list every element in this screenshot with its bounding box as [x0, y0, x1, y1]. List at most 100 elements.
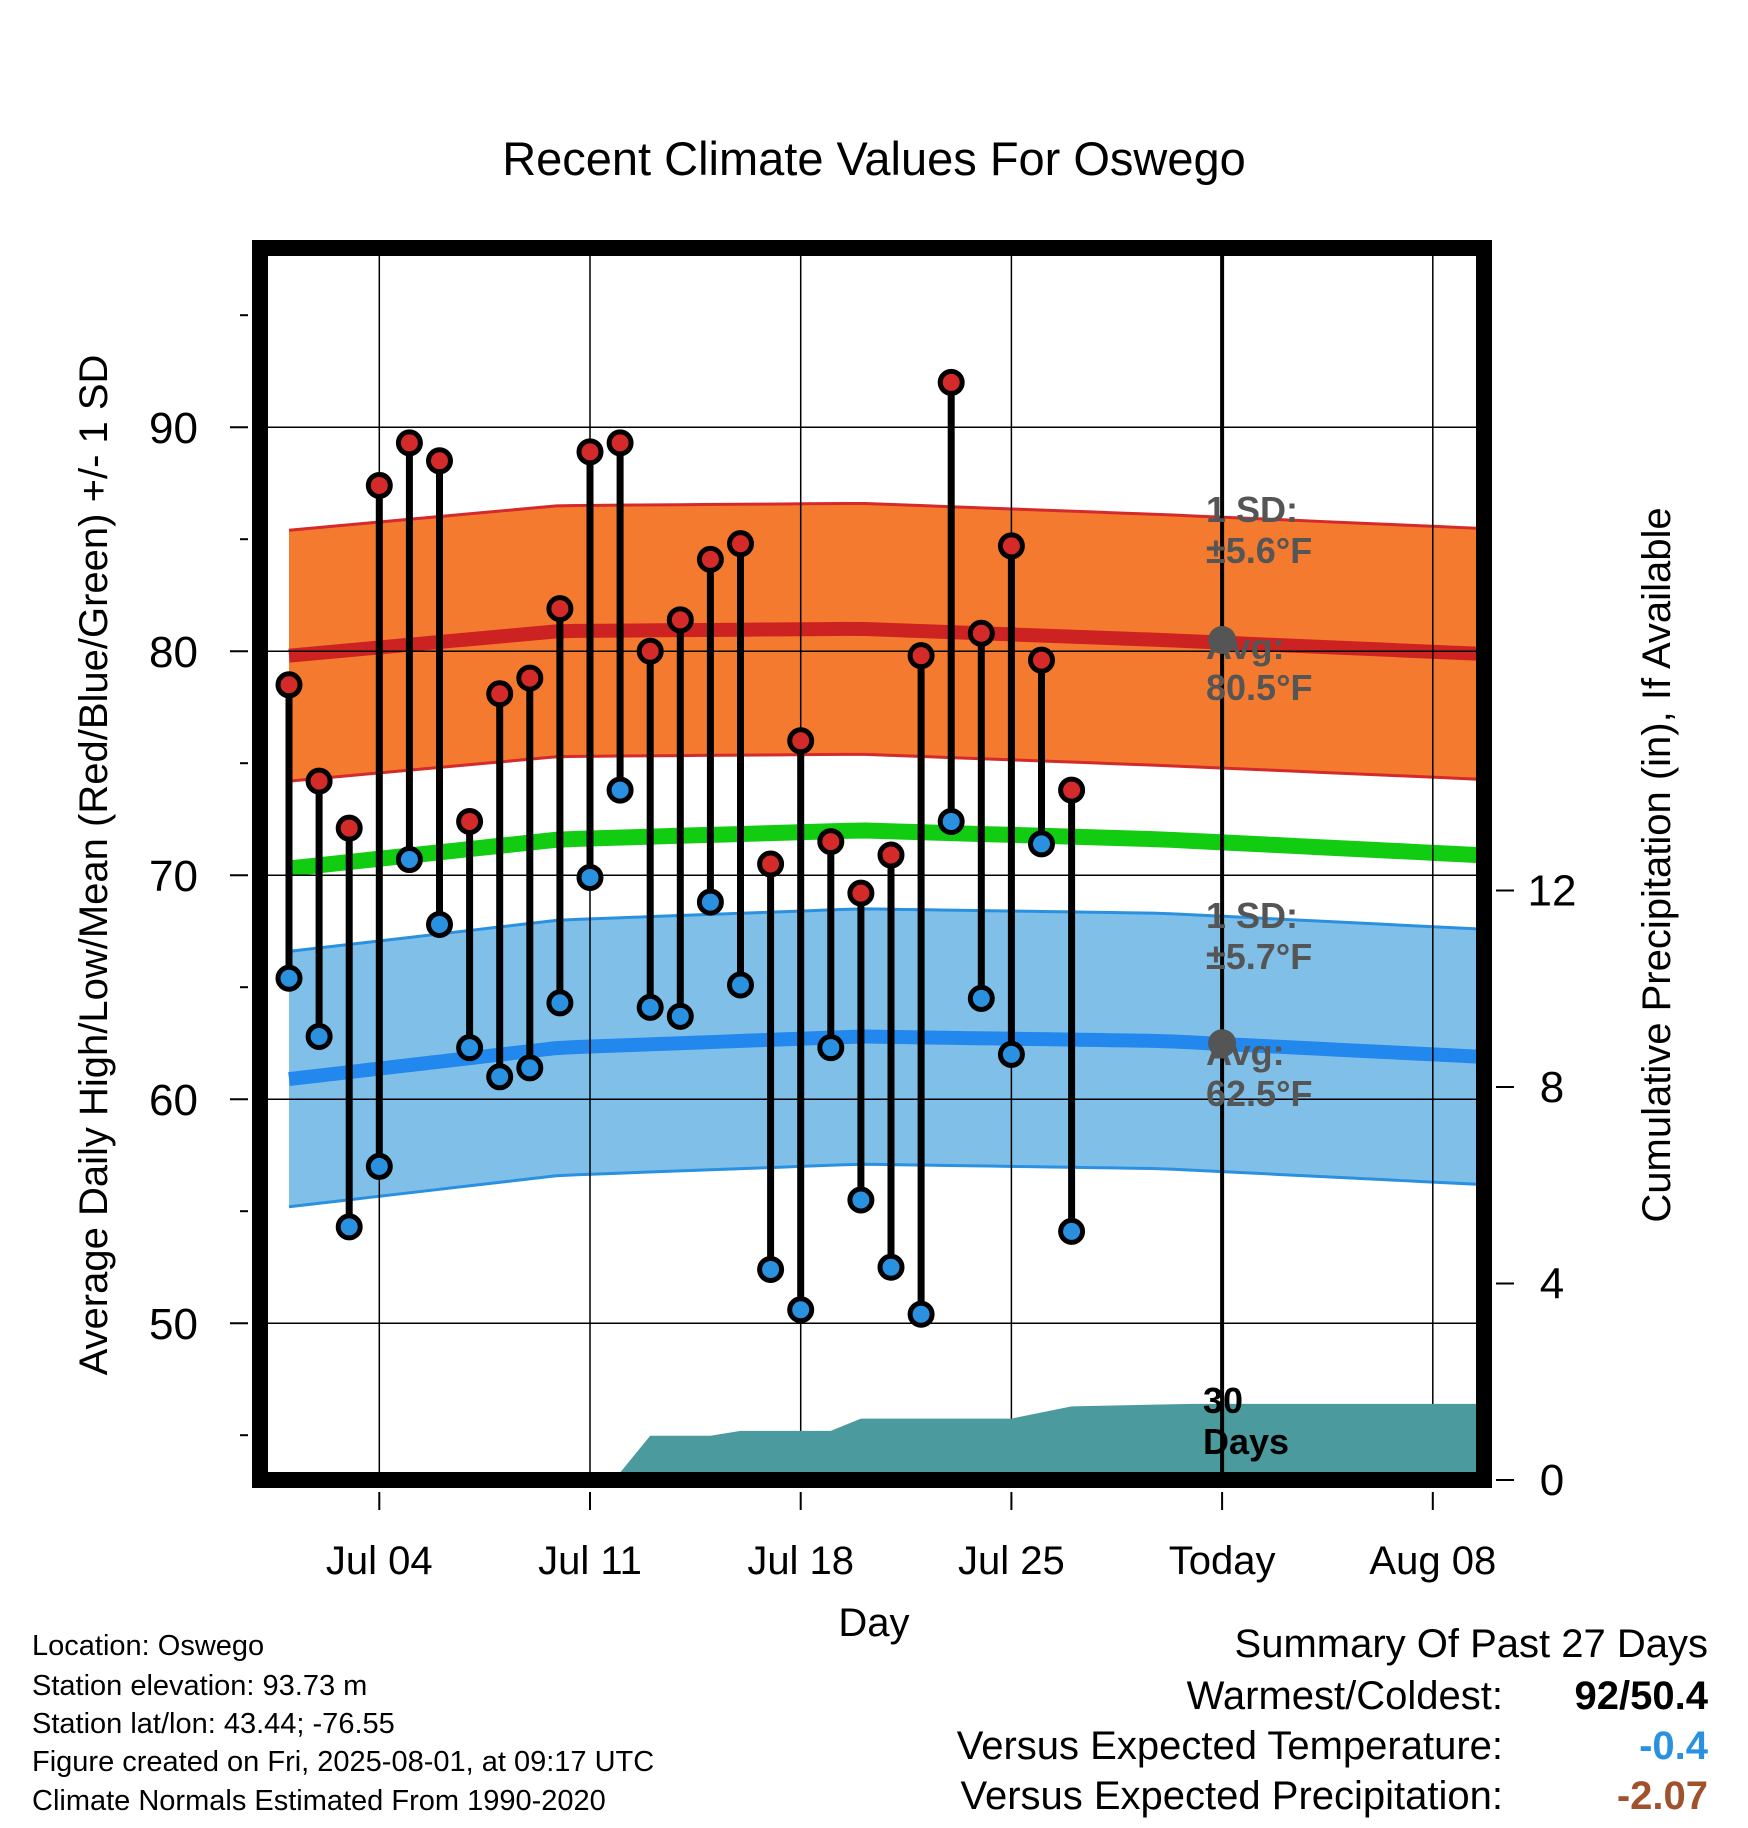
chart-title: Recent Climate Values For Oswego — [502, 132, 1246, 185]
daily-low-point — [335, 1213, 363, 1241]
warm-cold-value: 92/50.4 — [1574, 1674, 1708, 1718]
daily-high-point — [426, 447, 453, 475]
high-sd-band-lower-edge — [288, 752, 1484, 783]
high-sd-value: ±5.6°F — [1206, 530, 1312, 571]
today-high-avg-marker — [1208, 626, 1237, 654]
y2-tick-label: 8 — [1540, 1063, 1564, 1112]
daily-high-point — [395, 429, 423, 457]
daily-high-point — [305, 767, 333, 795]
daily-high-point — [757, 850, 785, 878]
daily-low-point — [1058, 1217, 1086, 1245]
daily-low-point — [395, 846, 423, 874]
high-avg-label: Avg: — [1206, 626, 1285, 667]
daily-low-point — [606, 776, 634, 804]
daily-high-point — [456, 807, 484, 835]
daily-low-point — [305, 1022, 333, 1050]
daily-high-point — [275, 671, 303, 699]
high-sd-band-upper-edge — [288, 501, 1484, 532]
y-tick-label: 90 — [149, 404, 198, 453]
daily-high-point — [997, 532, 1025, 560]
daily-low-point — [907, 1300, 935, 1328]
x-tick-label: Jul 18 — [747, 1539, 854, 1583]
y2-tick-label: 12 — [1528, 867, 1577, 916]
daily-low-point — [847, 1186, 875, 1214]
daily-high-point — [636, 637, 664, 665]
low-avg-label: Avg: — [1206, 1032, 1285, 1073]
low-sd-value: ±5.7°F — [1206, 936, 1312, 977]
daily-low-point — [997, 1040, 1025, 1068]
daily-low-point — [666, 1002, 694, 1030]
daily-low-point — [486, 1063, 514, 1091]
summary-temp: Versus Expected Temperature: -0.4 — [957, 1726, 1708, 1766]
daily-high-point — [1028, 646, 1055, 674]
daily-low-point — [937, 807, 965, 835]
y-axis-label: Average Daily High/Low/Mean (Red/Blue/Gr… — [72, 355, 116, 1376]
daily-low-point — [696, 888, 724, 916]
low-avg-value: 62.5°F — [1206, 1073, 1312, 1114]
summary-precip: Versus Expected Precipitation: -2.07 — [960, 1776, 1708, 1816]
daily-high-point — [335, 814, 363, 842]
x-tick-label: Jul 11 — [538, 1539, 642, 1583]
daily-low-point — [546, 989, 574, 1017]
precip-label: Versus Expected Precipitation: — [960, 1774, 1503, 1818]
daily-high-point — [606, 429, 634, 457]
temp-value: -0.4 — [1639, 1724, 1708, 1768]
precip-value: -2.07 — [1616, 1774, 1708, 1818]
x-axis-label: Day — [838, 1601, 909, 1645]
x-tick-label: Today — [1169, 1539, 1276, 1583]
daily-low-point — [877, 1253, 905, 1281]
daily-high-point — [907, 642, 935, 670]
daily-high-point — [696, 545, 724, 573]
daily-high-point — [967, 619, 995, 647]
normal-low-line — [288, 1029, 1484, 1086]
info-elevation: Station elevation: 93.73 m — [32, 1670, 368, 1702]
low-sd-label: 1 SD: — [1206, 895, 1298, 936]
y-tick-label: 50 — [149, 1300, 198, 1349]
x-tick-label: Aug 08 — [1369, 1539, 1496, 1583]
daily-low-point — [275, 964, 303, 992]
plot-frame — [252, 240, 1492, 1488]
daily-low-point — [1028, 830, 1055, 858]
high-avg-value: 80.5°F — [1206, 667, 1312, 708]
x-tick-label: Jul 25 — [958, 1539, 1065, 1583]
daily-high-point — [787, 727, 815, 755]
summary-title: Summary Of Past 27 Days — [1234, 1622, 1708, 1666]
daily-low-point — [365, 1152, 393, 1180]
daily-high-point — [546, 595, 574, 623]
high-sd-label: 1 SD: — [1206, 489, 1298, 530]
daily-low-point — [817, 1034, 845, 1062]
daily-low-point — [727, 971, 754, 999]
precip-area — [289, 1403, 1484, 1480]
low-sd-band — [289, 908, 1484, 1207]
daily-low-point — [967, 984, 995, 1012]
y-tick-label: 60 — [149, 1076, 198, 1125]
daily-high-point — [727, 530, 754, 558]
daily-high-point — [937, 368, 965, 396]
info-normals: Climate Normals Estimated From 1990-2020 — [32, 1785, 606, 1817]
daily-high-point — [516, 664, 544, 692]
daily-high-point — [576, 438, 604, 466]
info-location: Location: Oswego — [32, 1630, 265, 1662]
daily-high-point — [877, 841, 905, 869]
x-tick-label: Jul 04 — [326, 1539, 433, 1583]
days-window-label-2: Days — [1203, 1421, 1289, 1462]
daily-high-point — [365, 471, 393, 499]
daily-low-point — [636, 993, 664, 1021]
daily-low-point — [576, 863, 604, 891]
summary-warm-cold: Warmest/Coldest: 92/50.4 — [1187, 1676, 1708, 1716]
daily-high-point — [486, 680, 514, 708]
daily-low-point — [456, 1034, 484, 1062]
normal-mean-line — [288, 822, 1484, 877]
daily-low-point — [516, 1054, 544, 1082]
today-low-avg-marker — [1208, 1029, 1237, 1058]
daily-low-point — [757, 1255, 785, 1283]
daily-high-point — [847, 879, 875, 907]
warm-cold-label: Warmest/Coldest: — [1186, 1674, 1503, 1718]
info-latlon: Station lat/lon: 43.44; -76.55 — [32, 1708, 395, 1740]
y-tick-label: 70 — [149, 852, 198, 901]
days-window-label: 30 — [1203, 1380, 1243, 1421]
daily-high-point — [817, 828, 845, 856]
